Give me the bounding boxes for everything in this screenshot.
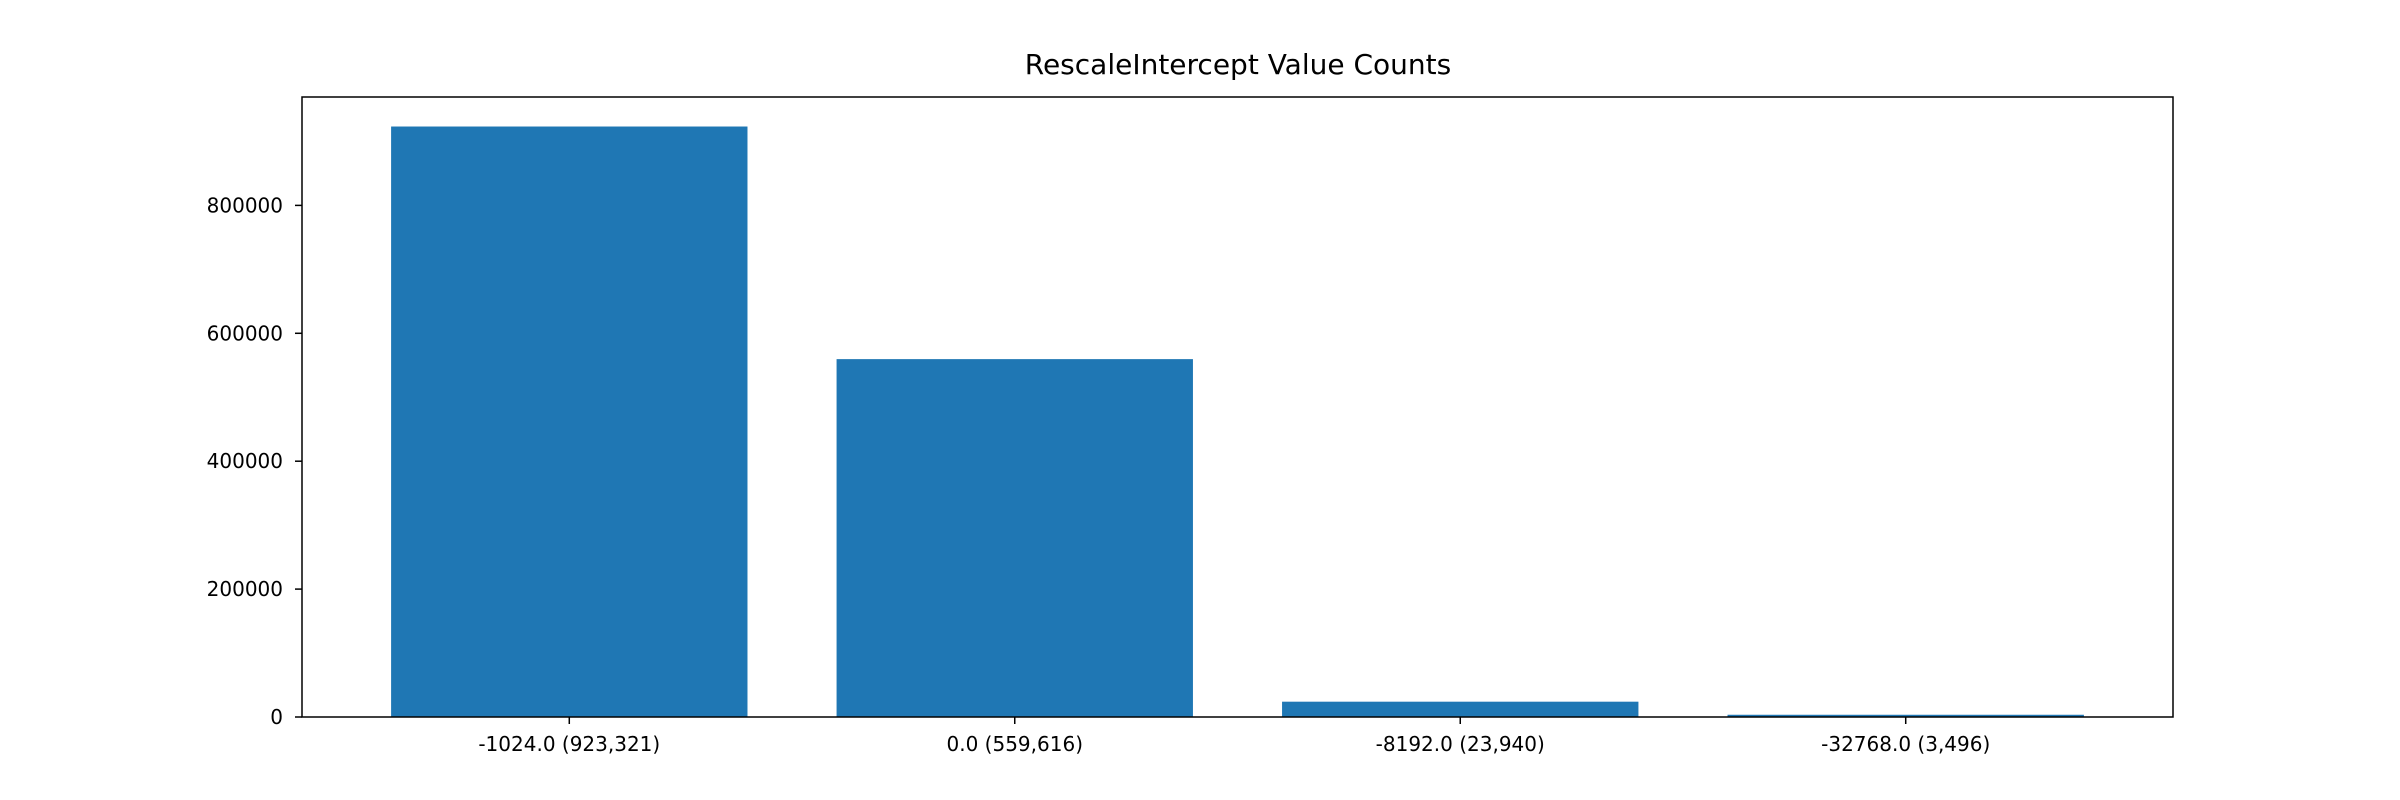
bars-layer — [391, 126, 2084, 717]
x-tick-label-1: 0.0 (559,616) — [947, 732, 1083, 756]
bar-0 — [391, 126, 748, 717]
x-axis: -1024.0 (923,321) 0.0 (559,616) -8192.0 (2… — [478, 717, 1990, 756]
bar-3 — [1727, 714, 2084, 717]
y-tick-label-3: 600000 — [207, 321, 283, 345]
x-tick-label-0: -1024.0 (923,321) — [478, 732, 660, 756]
y-tick-label-1: 200000 — [207, 577, 283, 601]
x-tick-label-2: -8192.0 (23,940) — [1376, 732, 1545, 756]
y-tick-label-2: 400000 — [207, 449, 283, 473]
bar-2 — [1282, 701, 1639, 717]
x-tick-label-3: -32768.0 (3,496) — [1821, 732, 1990, 756]
bar-1 — [836, 359, 1193, 717]
y-tick-label-4: 800000 — [207, 193, 283, 217]
plot-frame — [301, 96, 2174, 718]
chart-title: RescaleIntercept Value Counts — [1025, 48, 1451, 81]
y-axis: 0 200000 400000 600000 800000 — [207, 193, 302, 729]
y-tick-label-0: 0 — [270, 705, 283, 729]
